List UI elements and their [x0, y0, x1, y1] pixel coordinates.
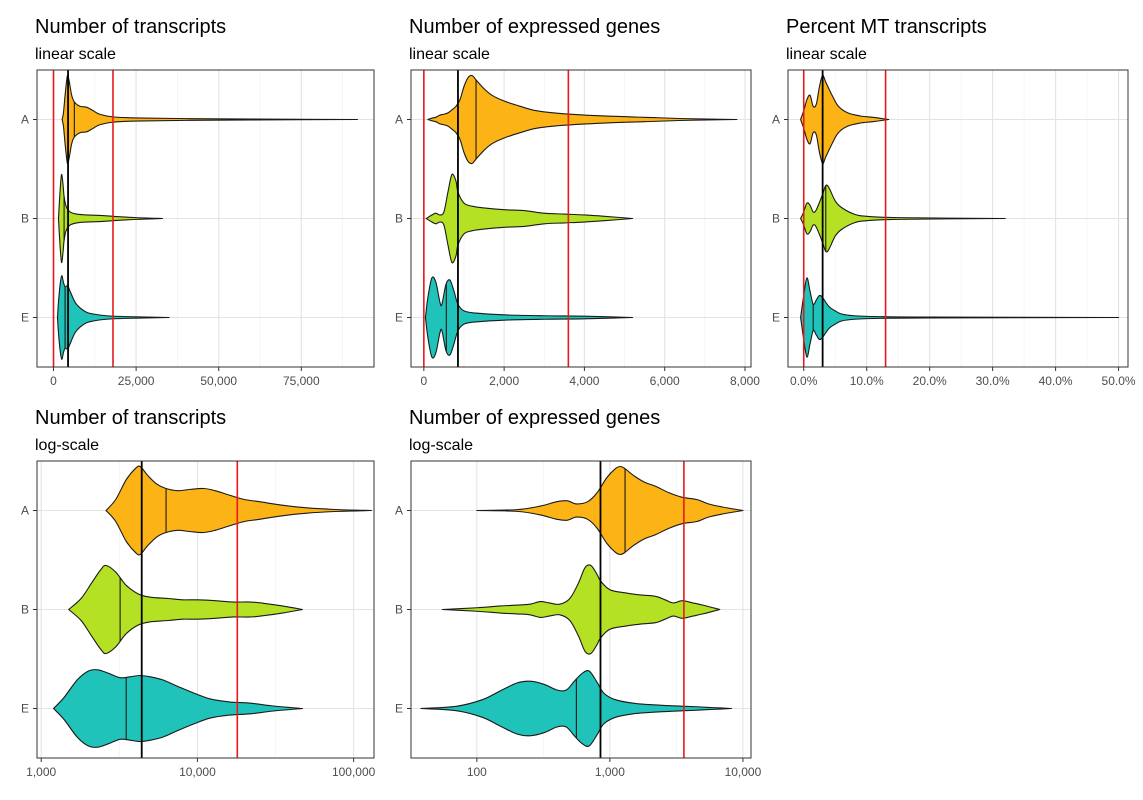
panel-5: Number of expressed genes log-scale 100 1,0…	[395, 407, 762, 779]
y-tick-label: A	[395, 113, 403, 127]
x-tick-label: 0.0%	[790, 374, 818, 388]
violin-a	[61, 74, 359, 165]
x-tick-label: 10,000	[179, 765, 216, 779]
x-tick-label: 50,000	[200, 374, 237, 388]
violin-b	[68, 564, 303, 655]
y-tick-label: A	[772, 113, 780, 127]
x-tick-label: 100	[467, 765, 487, 779]
x-tick-label: 20.0%	[913, 374, 947, 388]
violin-e	[800, 277, 1120, 358]
x-tick-label: 25,000	[118, 374, 155, 388]
x-tick-label: 40.0%	[1039, 374, 1073, 388]
panel-subtitle: linear scale	[35, 46, 116, 63]
x-tick-label: 2,000	[489, 374, 519, 388]
violin-b	[425, 173, 634, 264]
x-tick-label: 0	[421, 374, 428, 388]
panel-title: Number of transcripts	[35, 407, 226, 429]
x-tick-label: 30.0%	[976, 374, 1010, 388]
y-tick-label: B	[21, 603, 29, 617]
y-tick-label: B	[21, 212, 29, 226]
y-tick-label: E	[21, 311, 29, 325]
violin-b	[441, 564, 721, 655]
y-tick-label: E	[772, 311, 780, 325]
x-tick-label: 6,000	[650, 374, 680, 388]
x-tick-label: 8,000	[730, 374, 760, 388]
panel-3: Percent MT transcripts linear scale 0.0% 10…	[772, 16, 1136, 388]
y-tick-label: E	[21, 702, 29, 716]
y-tick-label: A	[395, 504, 403, 518]
panel-subtitle: linear scale	[786, 46, 867, 63]
y-tick-label: E	[395, 702, 403, 716]
x-tick-label: 50.0%	[1102, 374, 1136, 388]
x-tick-label: 1,000	[26, 765, 56, 779]
panel-subtitle: linear scale	[409, 46, 490, 63]
y-tick-label: A	[21, 113, 29, 127]
panel-4: Number of transcripts log-scale 1,000 10,00…	[21, 407, 376, 779]
panel-1: Number of transcripts linear scale 0 25,000…	[21, 16, 375, 388]
y-tick-label: B	[395, 603, 403, 617]
panel-2: Number of expressed genes linear scale 0 2,…	[395, 16, 760, 388]
violin-a	[476, 465, 744, 556]
panel-title: Percent MT transcripts	[786, 16, 987, 38]
violin-b	[57, 173, 164, 264]
x-tick-label: 75,000	[283, 374, 320, 388]
violin-a	[105, 465, 372, 556]
x-tick-label: 100,000	[332, 765, 376, 779]
x-tick-label: 10,000	[725, 765, 762, 779]
panel-subtitle: log-scale	[35, 437, 99, 454]
panel-title: Number of expressed genes	[409, 407, 660, 429]
x-tick-label: 0	[50, 374, 57, 388]
x-tick-label: 10.0%	[850, 374, 884, 388]
violin-b	[800, 184, 1006, 253]
panel-subtitle: log-scale	[409, 437, 473, 454]
panel-title: Number of transcripts	[35, 16, 226, 38]
panel-title: Number of expressed genes	[409, 16, 660, 38]
violin-e	[424, 276, 634, 359]
violin-e	[53, 669, 303, 748]
x-tick-label: 4,000	[569, 374, 599, 388]
y-tick-label: B	[772, 212, 780, 226]
x-tick-label: 1,000	[595, 765, 625, 779]
y-tick-label: A	[21, 504, 29, 518]
y-tick-label: E	[395, 311, 403, 325]
y-tick-label: B	[395, 212, 403, 226]
